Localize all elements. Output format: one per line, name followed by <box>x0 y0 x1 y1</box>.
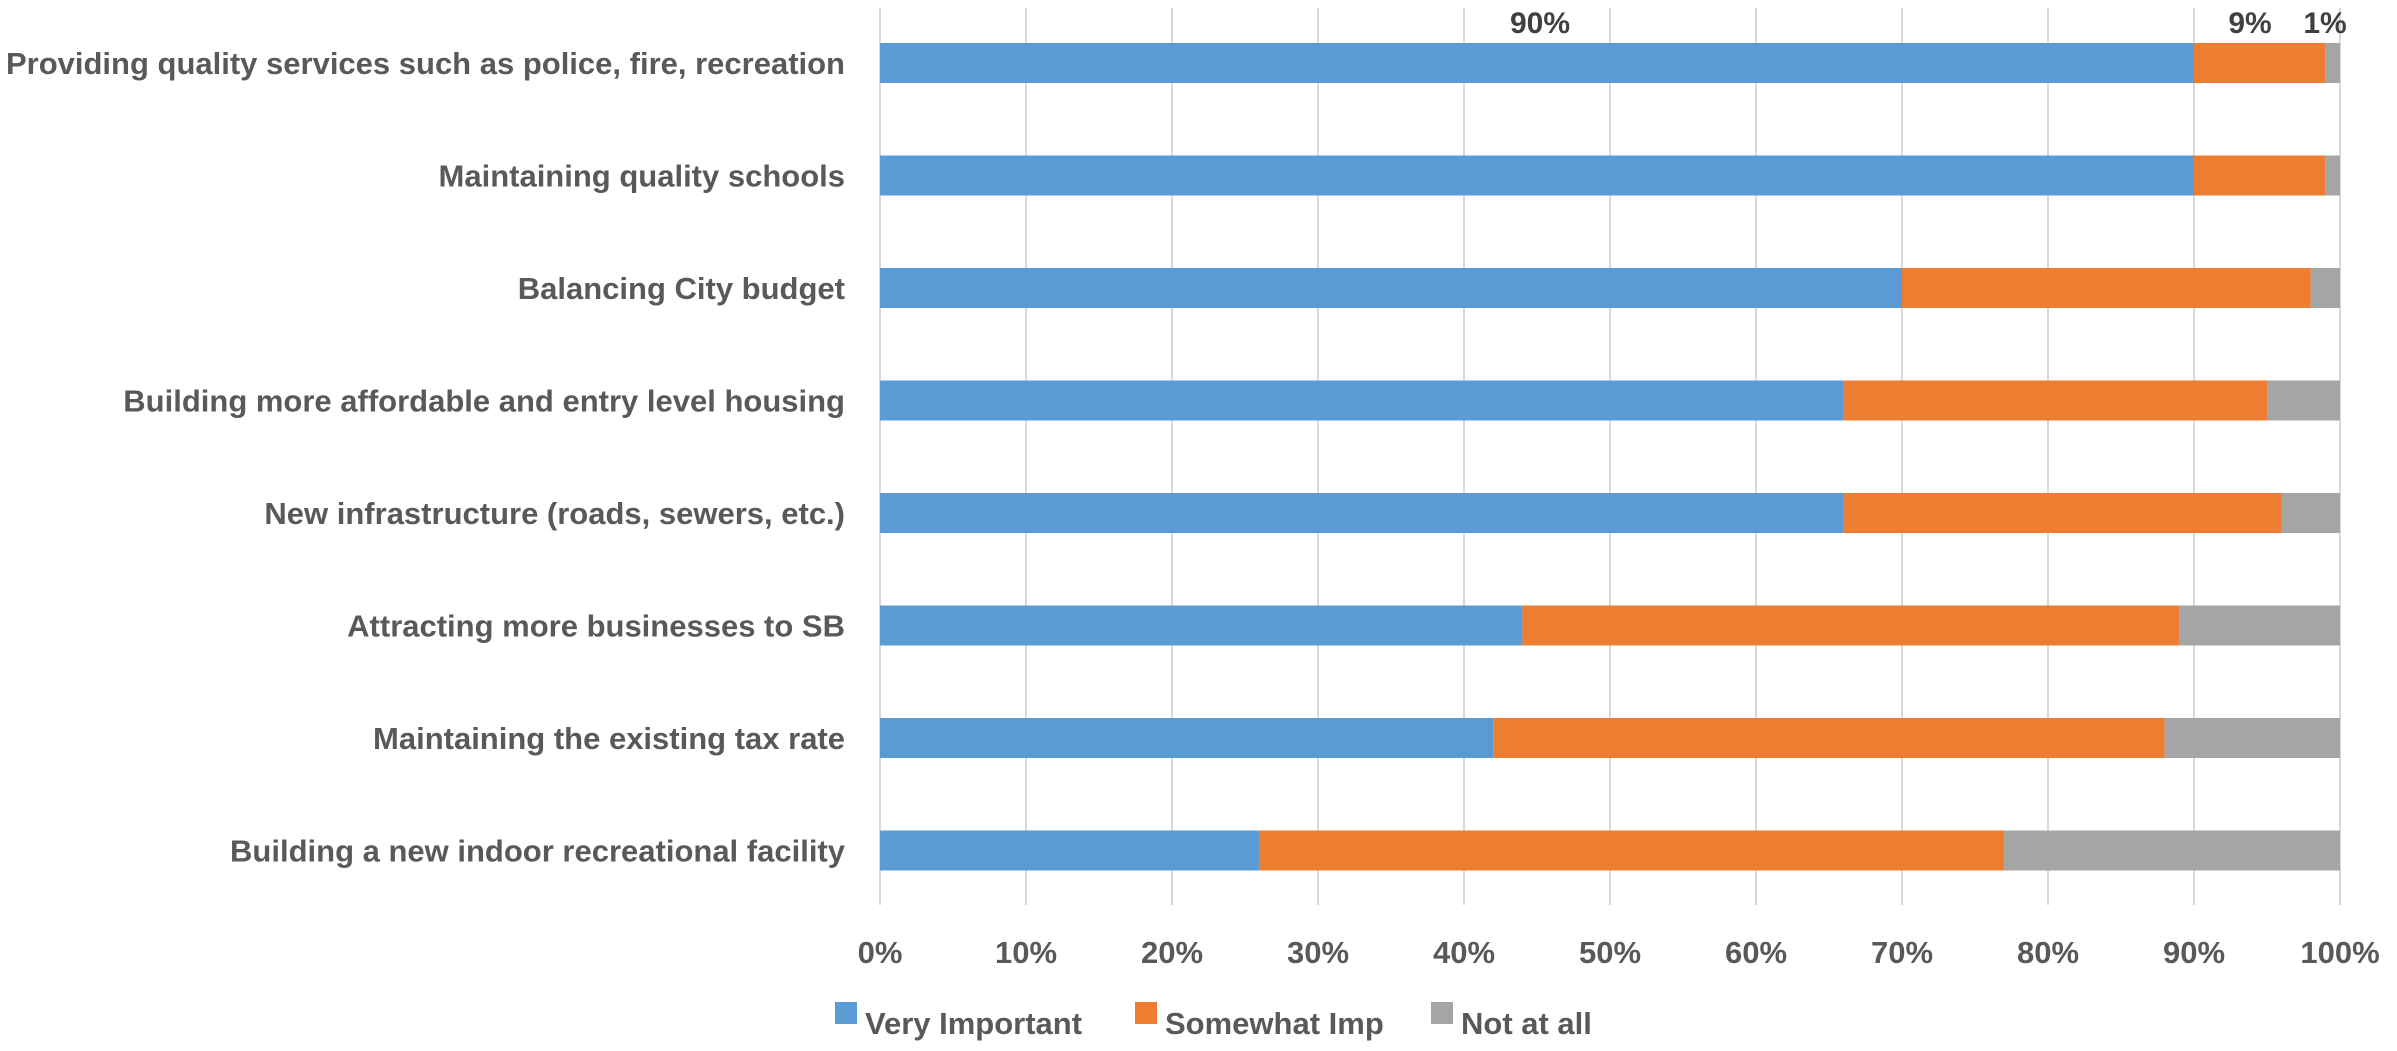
data-label: 9% <box>2228 7 2271 40</box>
bar-segment <box>880 43 2194 83</box>
category-label: Attracting more businesses to SB <box>347 609 845 644</box>
gridlines <box>879 8 2341 905</box>
bar-segment <box>2179 605 2340 646</box>
legend-swatch <box>835 1002 857 1024</box>
bars <box>880 43 2340 871</box>
legend: Very Important Somewhat Imp Not at all <box>835 1002 1592 1041</box>
legend-label: Somewhat Imp <box>1165 1006 1384 1041</box>
bar-segment <box>880 830 1260 871</box>
bar-segment <box>2194 43 2326 83</box>
x-tick-label: 20% <box>1141 935 1203 970</box>
bar-segment <box>880 605 1523 646</box>
bar-segment <box>2325 43 2340 83</box>
legend-label: Very Important <box>865 1006 1082 1041</box>
x-axis-tick-labels: 0% 10% 20% 30% 40% 50% 60% 70% 80% 90% 100% <box>858 935 2380 970</box>
category-label: Balancing City budget <box>518 271 845 306</box>
legend-swatch <box>1135 1002 1157 1024</box>
x-tick-label: 0% <box>858 935 903 970</box>
bar-segment <box>1902 268 2311 308</box>
bar-segment <box>880 493 1844 533</box>
x-tick-label: 50% <box>1579 935 1641 970</box>
legend-swatch <box>1431 1002 1453 1024</box>
x-tick-label: 80% <box>2017 935 2079 970</box>
bar-segment <box>2310 268 2340 308</box>
legend-label: Not at all <box>1461 1006 1592 1041</box>
bar-segment <box>2004 830 2340 871</box>
category-label: Building a new indoor recreational facil… <box>230 834 846 869</box>
category-label: Maintaining the existing tax rate <box>373 721 845 756</box>
bar-segment <box>880 380 1844 421</box>
bar-segment <box>2325 155 2340 196</box>
bar-segment <box>880 155 2194 196</box>
bar-segment <box>2164 718 2340 758</box>
category-labels: Providing quality services such as polic… <box>6 46 846 869</box>
data-label: 90% <box>1510 7 1570 40</box>
bar-segment <box>1843 493 2282 533</box>
category-label: Maintaining quality schools <box>439 159 845 194</box>
bar-segment <box>1522 605 2180 646</box>
data-labels: 90% 9% 1% <box>1510 7 2347 40</box>
bar-segment <box>1493 718 2165 758</box>
category-label: Building more affordable and entry level… <box>123 384 845 419</box>
x-tick-label: 30% <box>1287 935 1349 970</box>
x-tick-label: 40% <box>1433 935 1495 970</box>
bar-segment <box>2194 155 2326 196</box>
bar-segment <box>1843 380 2267 421</box>
category-label: Providing quality services such as polic… <box>6 46 845 81</box>
bar-segment <box>1259 830 2005 871</box>
x-tick-label: 60% <box>1725 935 1787 970</box>
bar-segment <box>2267 380 2340 421</box>
category-label: New infrastructure (roads, sewers, etc.) <box>264 496 845 531</box>
bar-segment <box>880 718 1494 758</box>
x-tick-label: 100% <box>2300 935 2379 970</box>
x-tick-label: 90% <box>2163 935 2225 970</box>
bar-segment <box>2281 493 2340 533</box>
data-label: 1% <box>2303 7 2346 40</box>
x-tick-label: 10% <box>995 935 1057 970</box>
bar-segment <box>880 268 1902 308</box>
x-tick-label: 70% <box>1871 935 1933 970</box>
